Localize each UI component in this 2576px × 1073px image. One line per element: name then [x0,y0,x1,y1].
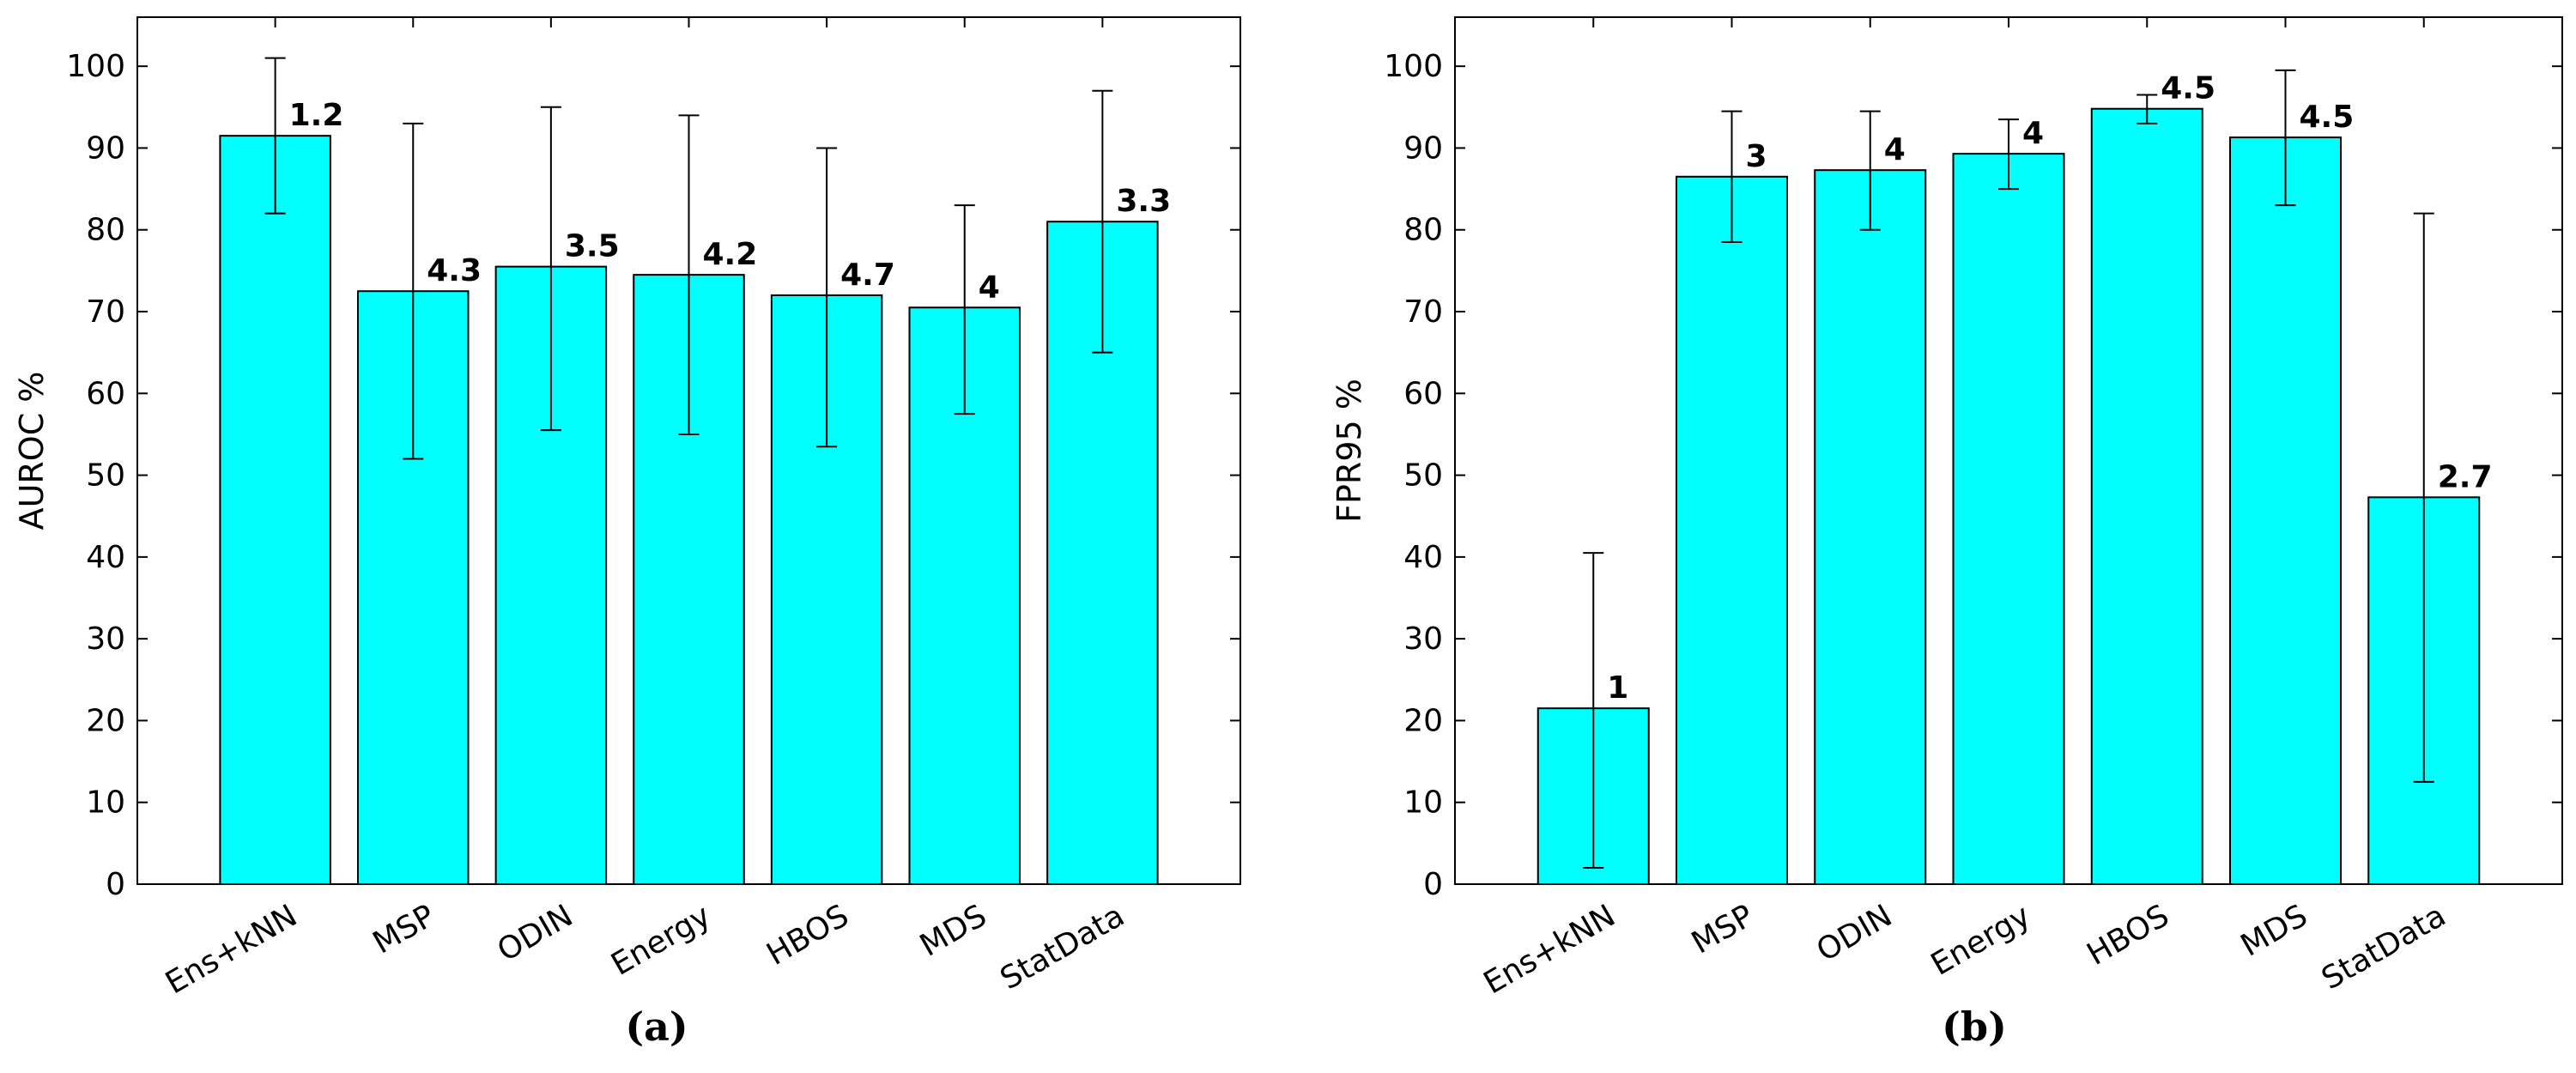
panel-a-ylabel: AUROC % [13,372,51,530]
panel-b-bar-energy [1952,153,2065,886]
panel-a-ytick-label: 90 [86,130,125,166]
panel-a-ytick-label: 20 [86,703,125,738]
panel-a-data-label: 3.5 [565,229,620,264]
panel-a-category-label: HBOS [761,898,855,973]
panel-a-data-label: 4.3 [427,253,482,288]
panel-b-bar-hbos [2090,107,2203,885]
panel-b-ytick-label: 50 [1403,458,1443,494]
panel-a-ytick-label: 30 [86,621,125,657]
panel-b-category-label: MSP [1686,898,1760,961]
panel-a-category-label: MSP [367,898,441,961]
panel-b-ytick-label: 70 [1403,294,1443,330]
panel-b-data-label: 3 [1746,139,1767,174]
panel-a-category-label: MDS [914,898,992,963]
panel-a-data-label: 4.2 [703,237,758,272]
panel-b-data-label: 4.5 [2161,71,2215,106]
panel-b-category-label: HBOS [2082,898,2175,973]
panel-b-ytick-label: 60 [1403,376,1443,411]
panel-b-category-label: MDS [2235,898,2313,963]
panel-a-ytick-label: 100 [66,49,125,84]
panel-a-ytick-label: 40 [86,540,125,575]
panel-b-panel-label: (b) [1942,1003,2007,1050]
panel-b-data-label: 4 [2022,116,2044,151]
panel-b-data-label: 2.7 [2438,459,2493,494]
panel-b-data-label: 4 [1884,132,1906,167]
panel-b-category-label: StatData [2316,898,2452,997]
panel-a-chart: 0 10 20 30 40 50 60 70 80 90 100 AUROC % 1.2 Ens+kNN 4… [13,16,1241,1050]
panel-b-chart: 0 10 20 30 40 50 60 70 80 90 100 FPR95 % 1 Ens+kNN 3 MS… [1330,16,2563,1050]
panel-b-category-label: Ens+kNN [1478,898,1621,1001]
panel-a-category-label: Ens+kNN [160,898,303,1001]
panel-a-ytick-label: 60 [86,376,125,411]
panel-b-category-label: Energy [1925,898,2037,983]
panel-a-ytick-label: 0 [106,867,125,902]
panel-a-category-label: Energy [605,898,717,983]
panel-b-ytick-label: 100 [1384,49,1443,84]
panel-a-ytick-label: 50 [86,458,125,494]
panel-a-panel-label: (a) [625,1003,688,1050]
panel-a-data-label: 4.7 [840,258,895,293]
panel-b-ytick-label: 40 [1403,540,1443,575]
panel-b-ytick-label: 30 [1403,621,1443,657]
panel-a-data-label: 3.3 [1116,184,1171,219]
panel-a-category-label: StatData [995,898,1130,997]
panel-b-bar-msp [1676,175,1788,885]
panel-b-ytick-label: 80 [1403,213,1443,248]
panel-b-data-label: 1 [1607,670,1628,706]
panel-b-data-label: 4.5 [2300,100,2355,135]
panel-a-ytick-label: 70 [86,294,125,330]
panel-b-ytick-label: 20 [1403,703,1443,738]
panel-b-ytick-label: 90 [1403,130,1443,166]
panel-b-category-label: ODIN [1811,898,1899,968]
panel-b-ylabel: FPR95 % [1330,379,1368,523]
panel-b-bar-odin [1814,169,1927,885]
panel-b-bar-mds [2229,136,2342,885]
panel-b-ytick-label: 0 [1423,867,1443,902]
panel-a-ytick-label: 10 [86,785,125,821]
panel-a-data-label: 4 [979,270,1000,305]
panel-a-category-label: ODIN [492,898,579,968]
panel-a-ytick-label: 80 [86,213,125,248]
panel-a-data-label: 1.2 [289,98,344,133]
panel-a-bar-ens-knn [219,135,331,885]
panel-b-ytick-label: 10 [1403,785,1443,821]
